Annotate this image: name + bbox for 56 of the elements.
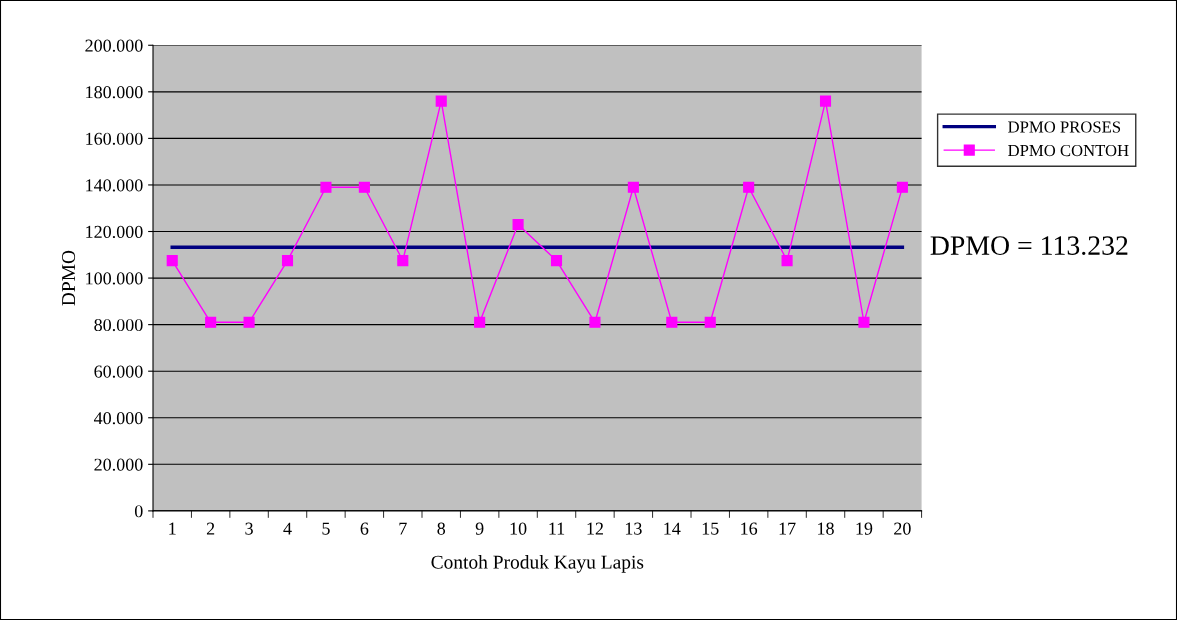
point <box>474 316 486 328</box>
x-tick-label: 12 <box>587 522 603 535</box>
x-tick-label: 7 <box>399 522 407 535</box>
point <box>704 316 716 328</box>
point <box>358 181 370 193</box>
y-tick-label: 180.000 <box>86 86 143 99</box>
x-tick-label: 14 <box>664 522 681 535</box>
point <box>743 181 755 193</box>
legend-label: DPMO CONTOH <box>1008 144 1129 157</box>
x-tick-label: 1 <box>169 522 176 535</box>
x-tick-label: 15 <box>702 522 719 535</box>
x-tick-label: 18 <box>818 522 834 535</box>
point <box>320 181 332 193</box>
point <box>781 255 793 267</box>
point <box>896 181 908 193</box>
x-tick-label: 11 <box>549 522 565 535</box>
y-tick-label: 140.000 <box>86 179 143 192</box>
point <box>281 255 294 267</box>
point <box>666 316 678 328</box>
x-tick-label: 8 <box>437 522 446 535</box>
x-tick-label: 4 <box>283 522 292 535</box>
x-tick-label: 17 <box>779 522 796 535</box>
point <box>589 316 601 328</box>
point <box>166 255 178 267</box>
x-tick-label: 5 <box>322 522 330 535</box>
x-tick-label: 3 <box>245 522 253 535</box>
y-tick-label: 100.000 <box>86 272 143 285</box>
legend-label: DPMO PROSES <box>1008 121 1121 133</box>
point <box>435 95 447 107</box>
y-tick-label: 20.000 <box>94 458 143 471</box>
point <box>243 316 255 328</box>
point <box>819 95 832 107</box>
x-tick-label: 20 <box>894 522 911 535</box>
text: DPMO = 113.232 <box>930 236 1128 256</box>
y-tick-label: 0 <box>134 505 143 518</box>
point <box>627 181 639 193</box>
x-axis-title: Contoh Produk Kayu Lapis <box>431 555 644 573</box>
y-axis-title: DPMO <box>62 250 76 306</box>
x-tick-label: 10 <box>510 522 527 535</box>
x-tick-label: 16 <box>741 522 758 535</box>
x-tick-label: 6 <box>360 522 369 535</box>
y-tick-label: 160.000 <box>86 132 143 145</box>
y-tick-label: 200.000 <box>85 39 143 52</box>
y-tick-label: 40.000 <box>93 412 143 425</box>
x-tick-label: 9 <box>475 522 484 535</box>
x-tick-label: 19 <box>856 522 873 535</box>
y-tick-label: 80.000 <box>94 318 143 332</box>
x-tick-label: 2 <box>206 522 215 535</box>
point <box>512 218 524 231</box>
point <box>205 316 217 328</box>
point <box>550 255 563 267</box>
y-tick-label: 120.000 <box>86 225 143 239</box>
point <box>858 316 870 328</box>
point <box>397 255 409 267</box>
y-tick-label: 60.000 <box>94 365 143 378</box>
x-tick-label: 13 <box>625 522 642 535</box>
